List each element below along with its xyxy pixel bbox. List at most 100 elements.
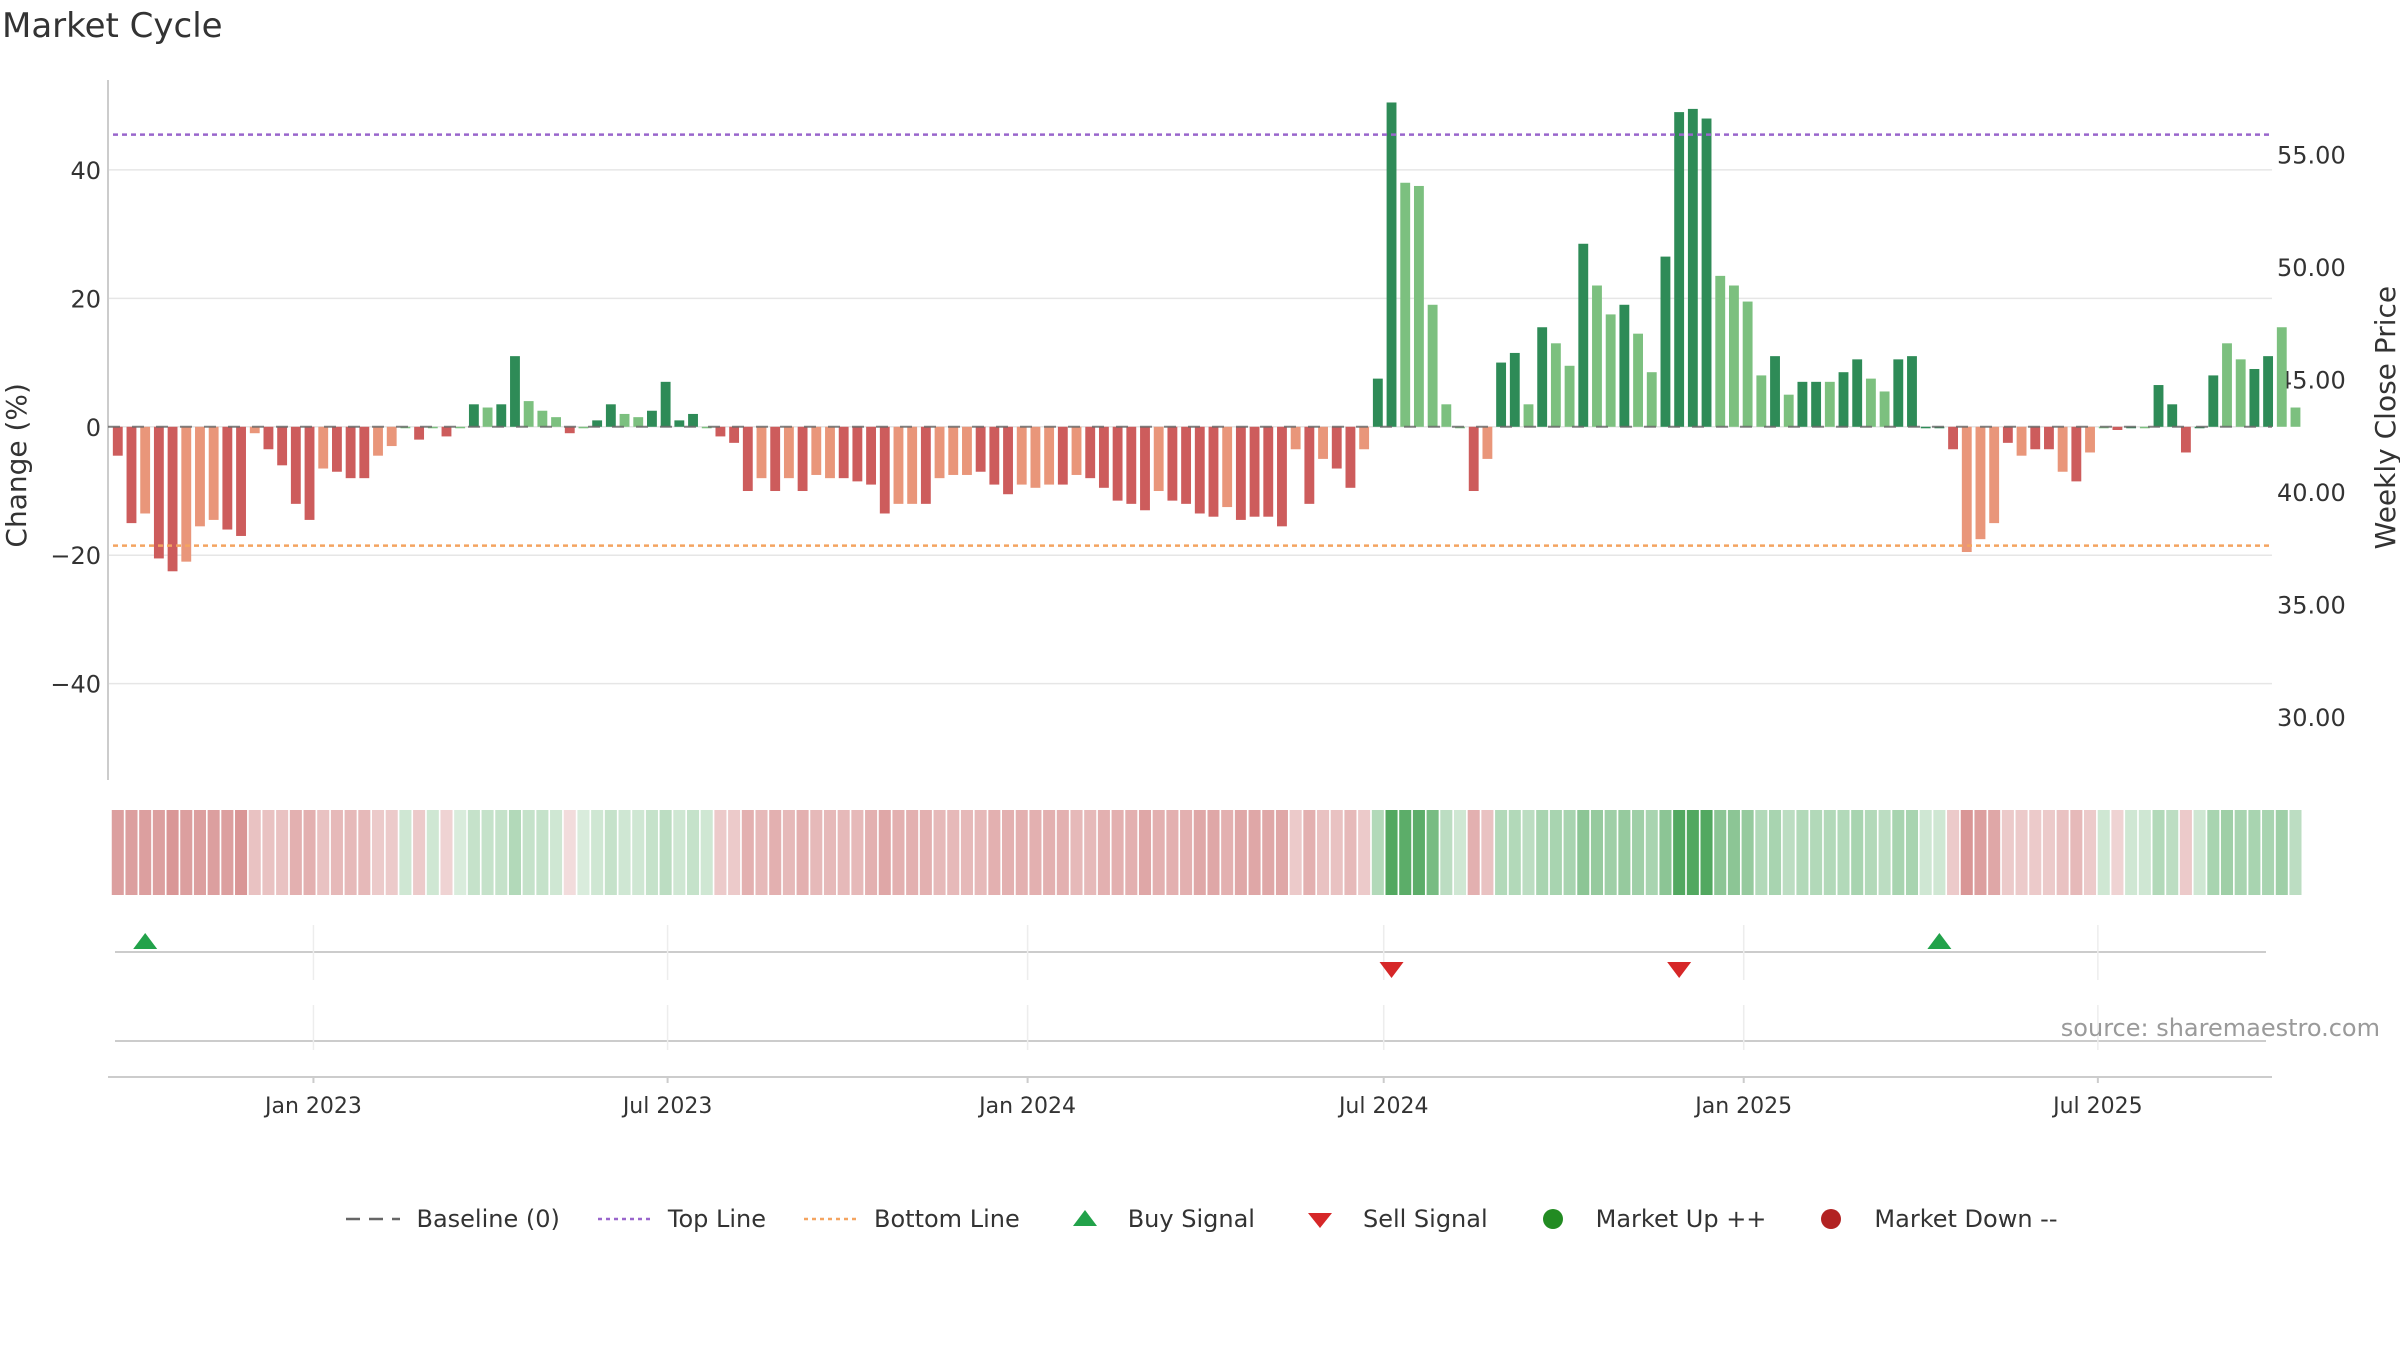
bar [715,426,726,437]
heat-cell [1043,810,1056,895]
heat-cell [330,810,343,895]
x-tick-label: Jul 2025 [2051,1094,2143,1119]
y2-tick-label: 40.00 [2277,479,2346,507]
bar [1194,426,1205,514]
heat-cell [2248,810,2261,895]
heat-cell [796,810,809,895]
bar [304,426,315,520]
legend-label-bottom-line: Bottom Line [874,1205,1020,1233]
heat-cell [1234,810,1247,895]
sell-signal-marker [1379,962,1404,978]
bar [2235,359,2246,427]
bar [2180,426,2191,453]
bar [2153,385,2164,427]
x-tick-label: Jan 2025 [1693,1094,1792,1119]
bar [1126,426,1137,504]
heat-cell [865,810,878,895]
bar [249,426,260,434]
heat-cell [2001,810,2014,895]
heat-cell [1221,810,1234,895]
legend-item-market-down: Market Down -- [1800,1205,2058,1233]
bar [1537,327,1548,427]
legend-label-market-down: Market Down -- [1874,1205,2058,1233]
heat-cell [960,810,973,895]
bar [1715,275,1726,427]
bar [1592,285,1602,427]
bar [1181,426,1192,504]
bar [318,426,329,469]
heat-cell [741,810,754,895]
heat-cell [2070,810,2083,895]
heat-cell [2125,810,2138,895]
bar [1975,426,1986,540]
heat-cell [1371,810,1384,895]
heat-cell [2152,810,2165,895]
heat-cell [1536,810,1549,895]
bar [2112,426,2123,430]
bar [633,417,644,427]
heat-cell [2262,810,2275,895]
heat-cell [1686,810,1699,895]
heat-cell [1180,810,1193,895]
heat-cell [1522,810,1535,895]
heat-cell [289,810,302,895]
bar [482,407,493,427]
bar [537,410,548,427]
bar [2249,368,2260,427]
heat-cell [1810,810,1823,895]
x-tick-label: Jul 2024 [1337,1094,1429,1119]
bar [1359,426,1370,450]
bar [1044,426,1055,485]
heat-cell [1905,810,1919,895]
bar [866,426,877,485]
heat-cell [1700,810,1713,895]
heat-cell [892,810,905,895]
heat-cell [262,810,275,895]
heat-cell [139,810,152,895]
bar [1838,372,1849,427]
bar [1249,426,1260,517]
heat-cell [440,810,453,895]
bar [1605,314,1616,427]
heat-cell [371,810,385,895]
heat-cell [1851,810,1864,895]
bar [564,426,575,434]
heat-cell [1618,810,1631,895]
heat-cell [1029,810,1042,895]
heat-cell [851,810,864,895]
heat-cell [399,810,412,895]
bar [1304,426,1315,504]
bar [1633,333,1643,427]
heat-cell [837,810,850,895]
heat-cell [1097,810,1110,895]
bar [263,426,274,450]
heat-cell [1590,810,1603,895]
bar [1811,381,1822,427]
heat-cell [1453,810,1467,895]
heat-cell [673,810,686,895]
bar [1085,426,1096,479]
heat-cell [1399,810,1412,895]
y2-axis-title: Weekly Close Price [2369,286,2400,549]
bar [879,426,890,514]
heat-cell [1878,810,1891,895]
heat-cell [2193,810,2206,895]
bar [2222,343,2232,427]
bar [920,426,931,504]
bar [729,426,740,443]
bar [1318,426,1328,459]
heat-cell [1508,810,1521,895]
x-tick-label: Jul 2023 [621,1094,713,1119]
bar [181,426,192,562]
bar [1386,102,1397,427]
heat-cell [1426,810,1439,895]
bar [510,356,520,427]
legend-item-baseline: Baseline (0) [342,1205,560,1233]
bar [592,420,603,427]
x-tick-label: Jan 2024 [977,1094,1076,1119]
heat-cell [317,810,330,895]
bar [1003,426,1013,495]
bar [1222,426,1233,508]
heat-cell [1193,810,1206,895]
bar [2276,327,2287,427]
